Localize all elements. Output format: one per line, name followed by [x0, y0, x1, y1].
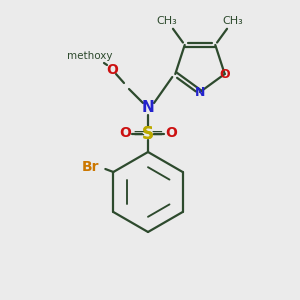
Text: CH₃: CH₃ — [157, 16, 178, 26]
Text: O: O — [219, 68, 230, 80]
Text: O: O — [165, 126, 177, 140]
Text: O: O — [119, 126, 131, 140]
Text: CH₃: CH₃ — [223, 16, 243, 26]
Text: =: = — [151, 125, 164, 140]
Text: O: O — [106, 63, 118, 77]
Text: =: = — [133, 125, 146, 140]
Text: S: S — [142, 125, 154, 143]
Text: N: N — [195, 85, 205, 98]
Text: S: S — [142, 125, 154, 143]
Text: Br: Br — [82, 160, 99, 174]
Text: N: N — [142, 100, 154, 116]
Text: methoxy: methoxy — [67, 51, 113, 61]
